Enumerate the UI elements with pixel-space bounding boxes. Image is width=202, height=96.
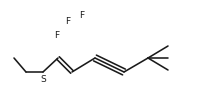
Text: F: F [54,31,60,39]
Text: F: F [79,12,85,21]
Text: F: F [65,17,70,26]
Text: S: S [40,75,46,84]
